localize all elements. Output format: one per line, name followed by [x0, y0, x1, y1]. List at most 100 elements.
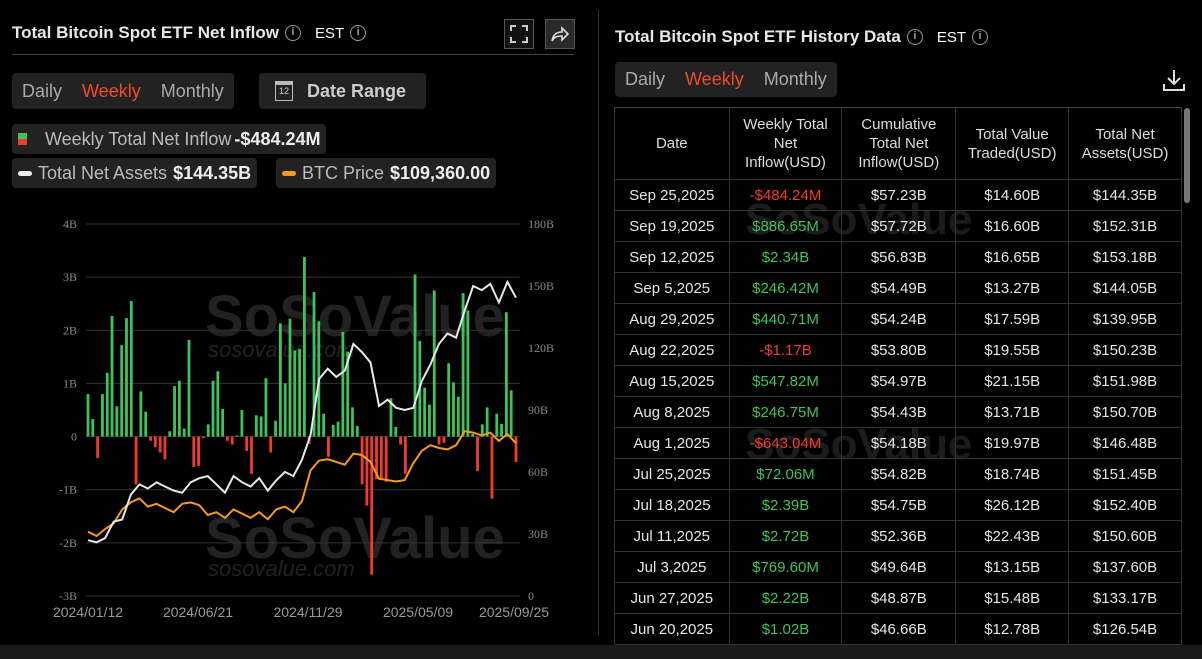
table-row[interactable]: Sep 12,2025 $2.34B $56.83B $16.65B $153.18B: [614, 241, 1182, 273]
table-row[interactable]: Jul 25,2025 $72.06M $54.82B $18.74B $151.45B: [614, 458, 1182, 490]
inflow-bar: [399, 436, 402, 445]
inflow-bar: [250, 436, 253, 474]
x-tick: 2024/06/21: [163, 604, 233, 620]
divider: [12, 54, 574, 55]
inflow-bar: [485, 407, 489, 437]
table-cell: $151.98B: [1068, 365, 1182, 397]
table-row[interactable]: Aug 8,2025 $246.75M $54.43B $13.71B $150.70B: [614, 396, 1182, 428]
inflow-bar: [177, 380, 181, 437]
history-table: Date Weekly Total Net Inflow(USD) Cumula…: [614, 107, 1182, 645]
table-row[interactable]: Jul 18,2025 $2.39B $54.75B $26.12B $152.40B: [614, 489, 1182, 521]
inflow-bar: [476, 436, 479, 472]
tab-daily[interactable]: Daily: [625, 69, 666, 89]
inflow-bar: [245, 436, 249, 451]
inflow-bar: [447, 363, 451, 437]
col-net-assets[interactable]: Total Net Assets(USD): [1068, 107, 1182, 180]
inflow-bar: [197, 436, 201, 466]
inflow-bar: [139, 391, 143, 437]
inflow-bar: [423, 387, 427, 437]
date-range-button[interactable]: 12 Date Range: [259, 73, 427, 109]
table-cell: $13.27B: [955, 272, 1070, 304]
inflow-bar: [495, 413, 499, 437]
table-row[interactable]: Jun 27,2025 $2.22B $48.87B $15.48B $133.17B: [614, 582, 1182, 614]
x-tick: 2025/09/25: [479, 604, 549, 620]
inflow-bar: [403, 436, 407, 474]
table-row[interactable]: Jun 20,2025 $1.02B $46.66B $12.78B $126.54B: [614, 613, 1182, 645]
table-row[interactable]: Aug 29,2025 $440.71M $54.24B $17.59B $139.95…: [614, 303, 1182, 335]
inflow-bar: [105, 372, 109, 437]
btc-label: BTC Price: [302, 162, 385, 183]
legend-inflow[interactable]: Weekly Total Net Inflow -$484.24M: [12, 124, 327, 154]
info-icon[interactable]: i: [906, 29, 923, 45]
table-row[interactable]: Sep 5,2025 $246.42M $54.49B $13.27B $144.05B: [614, 272, 1182, 304]
share-button[interactable]: [545, 19, 575, 49]
download-button[interactable]: [1162, 68, 1186, 97]
inflow-bar: [456, 396, 460, 437]
inflow-bar: [351, 407, 354, 437]
table-row[interactable]: Sep 25,2025 -$484.24M $57.23B $14.60B $144.3…: [614, 179, 1182, 211]
legend-btc[interactable]: BTC Price $109,360.00: [276, 158, 497, 188]
table-cell: $54.82B: [841, 458, 957, 490]
inflow-bar: [91, 419, 95, 437]
table-cell: $137.60B: [1068, 551, 1182, 583]
table-cell: -$484.24M: [728, 179, 843, 211]
tab-daily[interactable]: Daily: [22, 80, 63, 101]
inflow-bar: [408, 436, 412, 438]
table-cell: $52.36B: [841, 520, 957, 552]
inflow-bar: [480, 424, 484, 437]
inflow-bar: [168, 431, 172, 437]
inflow-bar: [437, 436, 441, 445]
tab-monthly[interactable]: Monthly: [160, 80, 224, 101]
inflow-bar: [500, 423, 503, 437]
btc-price-line: [87, 430, 517, 538]
inflow-legend-icon: [18, 133, 27, 145]
table-cell: $2.22B: [728, 582, 843, 614]
table-row[interactable]: Jul 3,2025 $769.60M $49.64B $13.15B $137.60B: [614, 551, 1182, 583]
inflow-bar: [303, 256, 306, 437]
col-cumulative-inflow[interactable]: Cumulative Total Net Inflow(USD): [841, 107, 957, 180]
legend-assets[interactable]: Total Net Assets $144.35B: [12, 158, 258, 188]
inflow-bar: [206, 424, 210, 437]
table-row[interactable]: Aug 1,2025 -$643.04M $54.18B $19.97B $146.48…: [614, 427, 1182, 459]
y-left-tick: 4B: [63, 217, 77, 231]
inflow-chart[interactable]: 4B 3B 2B 1B 0 -1B -2B -3B 180B 150B 120B 90B 60B 30B 0…: [0, 200, 598, 630]
inflow-bar: [192, 436, 196, 467]
table-cell: $151.45B: [1068, 458, 1182, 490]
inflow-bar: [413, 274, 417, 437]
y-right-tick: 60B: [528, 465, 548, 479]
col-weekly-inflow[interactable]: Weekly Total Net Inflow(USD): [728, 107, 843, 180]
table-cell: $21.15B: [955, 365, 1070, 397]
tab-weekly[interactable]: Weekly: [82, 80, 141, 101]
table-row[interactable]: Aug 15,2025 $547.82M $54.97B $21.15B $151.98…: [614, 365, 1182, 397]
table-cell: $18.74B: [955, 458, 1070, 490]
table-cell: $547.82M: [728, 365, 843, 397]
table-row[interactable]: Sep 19,2025 $886.65M $57.72B $16.60B $152.31…: [614, 210, 1182, 242]
table-cell: $2.34B: [728, 241, 843, 273]
table-row[interactable]: Jul 11,2025 $2.72B $52.36B $22.43B $150.60B: [614, 520, 1182, 552]
table-cell: Aug 1,2025: [614, 427, 730, 459]
info-icon[interactable]: i: [284, 25, 301, 41]
y-left-tick: 0: [71, 430, 77, 444]
tab-monthly[interactable]: Monthly: [763, 69, 827, 89]
table-cell: $13.15B: [955, 551, 1070, 583]
table-cell: $19.55B: [955, 334, 1070, 366]
inflow-bar: [432, 290, 436, 437]
col-date[interactable]: Date: [614, 107, 730, 180]
info-icon[interactable]: i: [972, 29, 989, 45]
col-value-traded[interactable]: Total Value Traded(USD): [955, 107, 1070, 180]
table-cell: Jul 3,2025: [614, 551, 730, 583]
info-icon[interactable]: i: [350, 25, 367, 41]
inflow-bar: [96, 436, 100, 458]
table-cell: $150.70B: [1068, 396, 1182, 428]
inflow-value: -$484.24M: [234, 128, 321, 149]
inflow-bar: [125, 318, 128, 437]
tab-weekly[interactable]: Weekly: [685, 69, 744, 89]
table-cell: Sep 19,2025: [614, 210, 730, 242]
date-range-label: Date Range: [307, 80, 407, 101]
inflow-bar: [379, 436, 383, 480]
table-row[interactable]: Aug 22,2025 -$1.17B $53.80B $19.55B $150.23B: [614, 334, 1182, 366]
table-scrollbar[interactable]: [1184, 108, 1190, 203]
inflow-bar: [442, 436, 446, 443]
inflow-bar: [346, 351, 350, 437]
fullscreen-button[interactable]: [504, 19, 534, 49]
